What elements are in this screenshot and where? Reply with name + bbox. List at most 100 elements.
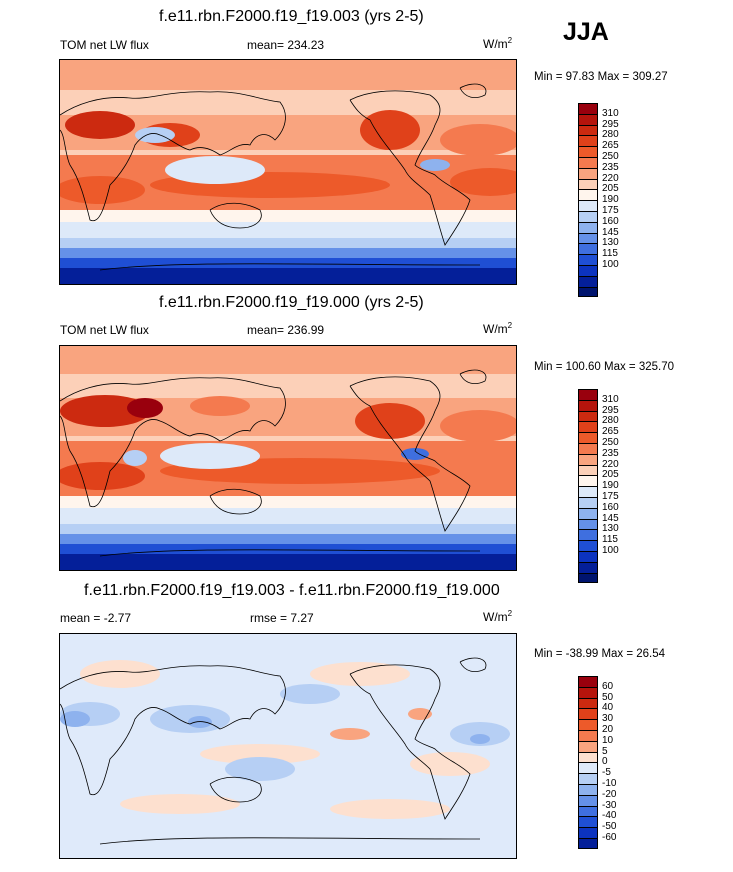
colorbar-label: 60	[602, 680, 614, 692]
colorbar-label: -30	[602, 799, 617, 811]
panel-3-colorbar: 60 50 40 30 20 10 5 0 -5 -10 -20 -30 -40 -50 -60	[578, 676, 616, 849]
colorbar-box	[578, 113, 598, 126]
panel-2-units: W/m2	[483, 321, 513, 336]
panel-2-title: f.e11.rbn.F2000.f19_f19.000 (yrs 2-5)	[159, 294, 424, 311]
colorbar-label: 145	[602, 512, 619, 524]
colorbar-box	[578, 157, 598, 169]
colorbar-box	[578, 497, 598, 509]
season-label: JJA	[563, 18, 609, 46]
colorbar-box	[578, 211, 598, 223]
colorbar-box	[578, 751, 598, 763]
panel-2-map	[59, 345, 517, 571]
colorbar-label: -5	[602, 767, 611, 779]
colorbar-label: 115	[602, 248, 618, 260]
colorbar-box	[578, 200, 598, 212]
colorbar-box	[578, 232, 598, 244]
colorbar-box	[578, 243, 598, 255]
colorbar-label: 160	[602, 501, 619, 513]
colorbar-label: 10	[602, 734, 614, 746]
colorbar-box	[578, 773, 598, 785]
colorbar-label: 280	[602, 129, 619, 141]
colorbar-box	[578, 421, 598, 433]
panel-1-map	[59, 59, 517, 285]
colorbar-label: 295	[602, 404, 619, 416]
colorbar-box	[578, 572, 598, 584]
colorbar-label: -40	[602, 810, 617, 822]
colorbar-label: -10	[602, 778, 617, 789]
colorbar-label: 220	[602, 458, 619, 470]
colorbar-label: 115	[602, 534, 618, 546]
colorbar-label: 205	[602, 183, 619, 195]
panel-3-map	[59, 633, 517, 859]
panel-3-title: f.e11.rbn.F2000.f19_f19.003 - f.e11.rbn.…	[84, 582, 500, 599]
colorbar-box	[578, 178, 598, 190]
colorbar-label: 265	[602, 140, 619, 152]
colorbar-label: 145	[602, 226, 619, 238]
colorbar-label: 100	[602, 259, 619, 270]
colorbar-box	[578, 475, 598, 487]
colorbar-box	[578, 676, 598, 688]
panel-3-left-label: mean = -2.77	[60, 611, 132, 625]
colorbar-box	[578, 189, 598, 201]
panel-2-minmax: Min = 100.60 Max = 325.70	[534, 361, 675, 373]
colorbar-box	[578, 254, 598, 266]
colorbar-label: 190	[602, 480, 619, 492]
colorbar-box	[578, 275, 598, 288]
colorbar-box	[578, 762, 598, 774]
colorbar-label: 295	[602, 118, 619, 130]
colorbar-box	[578, 551, 598, 563]
colorbar-box	[578, 443, 598, 455]
colorbar-label: 310	[602, 393, 619, 405]
panel-1-minmax: Min = 97.83 Max = 309.27	[534, 71, 668, 83]
panel-1-title: f.e11.rbn.F2000.f19_f19.003 (yrs 2-5)	[159, 8, 424, 25]
colorbar-box	[578, 507, 598, 520]
panel-1-units: W/m2	[483, 36, 513, 51]
colorbar-label: 235	[602, 447, 619, 459]
panel-2-left-label: TOM net LW flux	[60, 323, 149, 337]
colorbar-label: 5	[602, 745, 608, 757]
colorbar-box	[578, 464, 598, 476]
colorbar-box	[578, 389, 598, 401]
panel-1-left-label: TOM net LW flux	[60, 38, 149, 52]
panel-1-center-label: mean= 234.23	[247, 38, 325, 52]
colorbar-box	[578, 794, 598, 807]
colorbar-box	[578, 221, 598, 234]
colorbar-box	[578, 838, 598, 849]
colorbar-box	[578, 103, 598, 115]
panel-3-center-label: rmse = 7.27	[250, 611, 314, 625]
colorbar-box	[578, 399, 598, 412]
panel-3-units: W/m2	[483, 609, 513, 624]
colorbar-box	[578, 740, 598, 753]
colorbar-box	[578, 146, 598, 158]
colorbar-label: -20	[602, 788, 617, 800]
colorbar-box	[578, 518, 598, 530]
colorbar-box	[578, 686, 598, 699]
colorbar-box	[578, 816, 598, 828]
colorbar-label: 40	[602, 702, 614, 714]
colorbar-label: 250	[602, 437, 619, 448]
colorbar-label: 250	[602, 151, 619, 162]
colorbar-label: 175	[602, 205, 619, 216]
colorbar-box	[578, 124, 598, 136]
colorbar-box	[578, 265, 598, 277]
panel-2-colorbar: 310 295 280 265 250 235 220 205 190 175 160 145 130 1…	[578, 389, 619, 584]
panel-2-center-label: mean= 236.99	[247, 323, 325, 337]
colorbar-box	[578, 529, 598, 541]
colorbar-label: 50	[602, 691, 614, 703]
colorbar-label: -60	[602, 832, 617, 843]
colorbar-box	[578, 561, 598, 574]
colorbar-box	[578, 167, 598, 180]
colorbar-label: 20	[602, 724, 614, 735]
colorbar-label: 100	[602, 545, 619, 556]
colorbar-label: 130	[602, 237, 619, 249]
colorbar-box	[578, 453, 598, 466]
colorbar-label: 280	[602, 415, 619, 427]
colorbar-box	[578, 784, 598, 796]
colorbar-label: 205	[602, 469, 619, 481]
colorbar-label: 220	[602, 172, 619, 184]
colorbar-box	[578, 805, 598, 817]
colorbar-label: 0	[602, 756, 608, 768]
colorbar-box	[578, 730, 598, 742]
panel-3-minmax: Min = -38.99 Max = 26.54	[534, 648, 666, 660]
panel-1-colorbar: 310 295 280 265 250 235 220 205 190 175 160 145 130 1…	[578, 103, 619, 298]
